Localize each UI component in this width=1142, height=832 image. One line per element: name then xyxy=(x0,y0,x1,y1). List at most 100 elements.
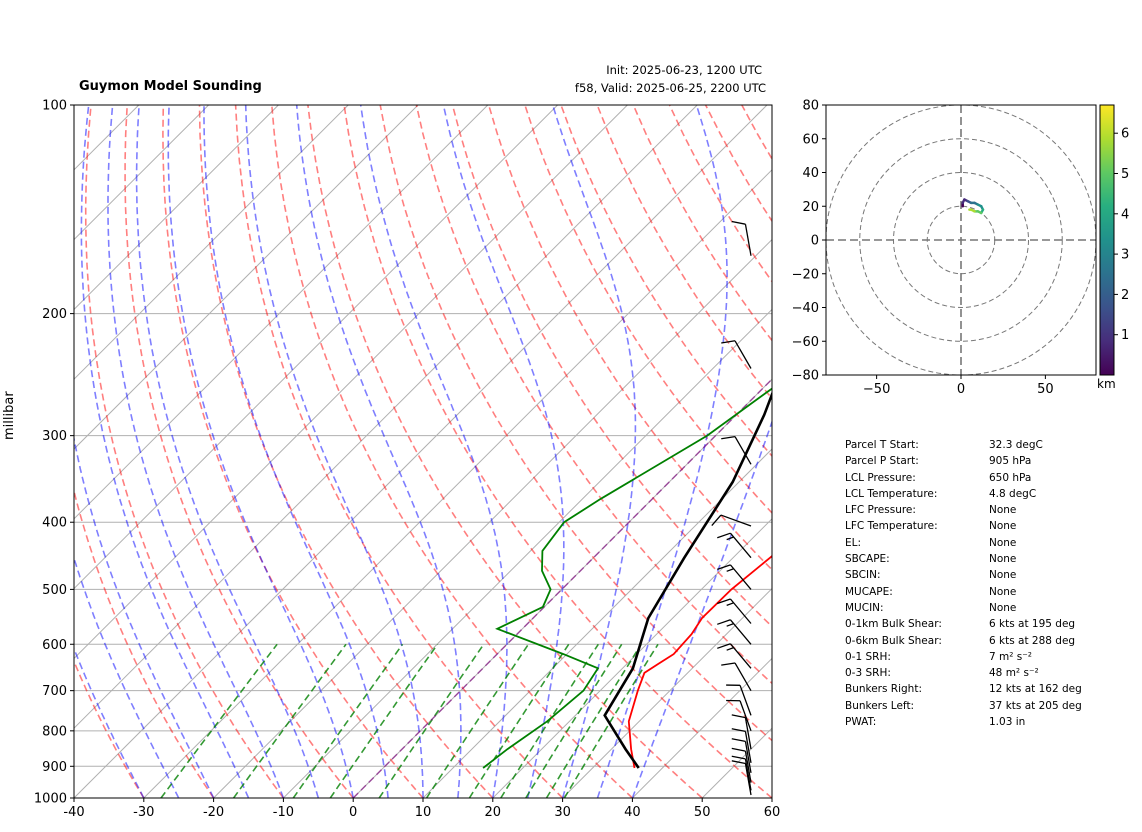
wind-barb-flag xyxy=(726,699,741,702)
wind-barb-staff xyxy=(744,731,752,764)
init-time: Init: 2025-06-23, 1200 UTC xyxy=(606,63,762,77)
wind-barb-staff xyxy=(729,643,752,669)
mixing-ratio-line xyxy=(378,643,485,798)
wind-barb-staff xyxy=(739,700,752,732)
y-tick-label: 500 xyxy=(42,583,67,598)
parameter-table: Parcel T Start: 32.3 degC Parcel P Start:… xyxy=(845,437,1082,730)
wind-barb-flag xyxy=(711,514,722,526)
wind-barb-half-flag xyxy=(726,568,734,572)
dry-adiabat-line xyxy=(234,105,564,798)
wind-barb xyxy=(731,714,752,750)
dry-adiabat-line xyxy=(271,105,633,798)
moist-adiabat-line xyxy=(551,105,637,798)
param-row: 0-3 SRH: 48 m² s⁻² xyxy=(845,665,1082,681)
dry-adiabat-line xyxy=(74,487,215,798)
param-row: 0-1km Bulk Shear: 6 kts at 195 deg xyxy=(845,616,1082,632)
wind-barb xyxy=(731,747,752,783)
wind-barb xyxy=(731,220,752,256)
x-tick-label: 10 xyxy=(415,805,432,820)
param-row: LFC Temperature: None xyxy=(845,518,1082,534)
hodo-y-tick-label: 80 xyxy=(802,99,819,114)
moist-adiabat-line xyxy=(74,555,180,798)
param-row: Bunkers Right: 12 kts at 162 deg xyxy=(845,681,1082,697)
skewt-plot xyxy=(74,105,772,798)
wind-barb xyxy=(726,699,752,732)
wind-barb-half-flag xyxy=(726,647,734,651)
wind-barb-staff xyxy=(729,619,752,645)
wind-barb-half-flag xyxy=(726,602,734,607)
mixing-ratio-line xyxy=(563,643,659,798)
moist-adiabat-line xyxy=(167,105,354,798)
wind-barb xyxy=(721,340,752,369)
wind-barb xyxy=(731,738,752,774)
param-value: 4.8 degC xyxy=(989,487,1037,500)
param-name: SBCIN: xyxy=(845,569,881,582)
wind-barb-staff xyxy=(729,564,752,590)
moist-adiabat-line xyxy=(74,646,145,798)
x-tick-label: 30 xyxy=(554,805,571,820)
moist-adiabat-line xyxy=(244,105,424,798)
wind-barb-staff xyxy=(744,750,752,783)
param-name: LFC Temperature: xyxy=(845,520,938,533)
param-value: 6 kts at 195 deg xyxy=(989,618,1076,631)
wind-barb-flag xyxy=(731,760,746,765)
wind-barb-staff xyxy=(734,340,752,369)
colorbar xyxy=(1099,104,1115,376)
y-tick-label: 300 xyxy=(42,429,67,444)
param-value: None xyxy=(989,601,1017,614)
param-value: None xyxy=(989,520,1017,533)
param-value: None xyxy=(989,553,1017,566)
colorbar-label: km xyxy=(1097,377,1116,391)
param-name: PWAT: xyxy=(845,716,877,729)
wind-barb-flag xyxy=(721,435,736,440)
param-row: 0-6km Bulk Shear: 6 kts at 288 deg xyxy=(845,633,1082,649)
param-row: EL: None xyxy=(845,535,1082,551)
dry-adiabat-line xyxy=(524,105,772,515)
dry-adiabat-line xyxy=(487,105,772,571)
moist-adiabat-line xyxy=(203,105,389,798)
wind-barb-flag xyxy=(731,220,746,225)
param-row: Parcel P Start: 905 hPa xyxy=(845,453,1082,469)
y-tick-label: 100 xyxy=(42,99,67,114)
hodo-y-tick-label: −20 xyxy=(792,267,819,282)
isotherm-line xyxy=(74,105,419,450)
mixing-ratio-line xyxy=(329,643,439,798)
wind-barb xyxy=(717,619,752,645)
isotherm-line xyxy=(74,105,489,520)
wind-barb-flag xyxy=(726,684,741,686)
wind-barb-half-flag xyxy=(726,536,734,541)
isotherm-line xyxy=(74,105,558,590)
isotherm-line xyxy=(74,105,628,660)
param-name: SBCAPE: xyxy=(845,553,890,566)
dry-adiabat-line xyxy=(415,105,772,685)
hodo-y-tick-label: 40 xyxy=(802,166,819,181)
hodograph-plot xyxy=(826,105,1096,375)
param-value: 6 kts at 288 deg xyxy=(989,634,1076,647)
param-row: Bunkers Left: 37 kts at 205 deg xyxy=(845,698,1082,714)
param-row: MUCIN: None xyxy=(845,600,1082,616)
mixing-ratio-line xyxy=(500,643,599,798)
wind-barb-flag xyxy=(717,643,731,649)
param-value: None xyxy=(989,569,1017,582)
y-axis-label: millibar xyxy=(2,391,17,440)
wind-barb xyxy=(717,643,752,669)
isotherm-line xyxy=(492,518,772,798)
y-tick-label: 200 xyxy=(42,307,67,322)
moist-adiabat-line xyxy=(80,105,250,798)
hodo-y-tick-label: −60 xyxy=(792,335,819,350)
wind-barb-staff xyxy=(744,717,752,750)
wind-barb-staff xyxy=(734,436,752,465)
param-value: None xyxy=(989,585,1017,598)
isotherm-line xyxy=(74,105,209,241)
colorbar-tick-label: 6 xyxy=(1121,127,1129,142)
param-name: MUCAPE: xyxy=(845,585,893,598)
wind-barb-flag xyxy=(717,564,731,571)
dry-adiabat-line xyxy=(307,105,703,798)
param-value: 650 hPa xyxy=(989,471,1032,484)
hodo-x-tick-label: 50 xyxy=(1037,382,1054,397)
isotherm-line xyxy=(283,308,772,798)
param-name: 0-1 SRH: xyxy=(845,650,891,663)
param-value: None xyxy=(989,504,1017,517)
param-name: Bunkers Right: xyxy=(845,683,922,696)
x-tick-label: 50 xyxy=(694,805,711,820)
